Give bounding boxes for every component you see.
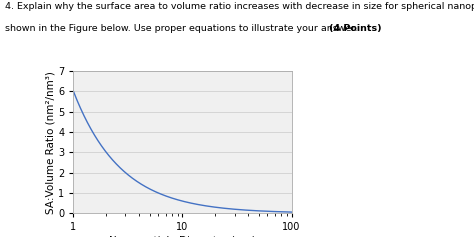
Y-axis label: SA:Volume Ratio (nm²/nm³): SA:Volume Ratio (nm²/nm³) [46, 71, 55, 214]
Text: shown in the Figure below. Use proper equations to illustrate your answer.: shown in the Figure below. Use proper eq… [5, 24, 360, 33]
Text: (4 Points): (4 Points) [329, 24, 382, 33]
Text: 4. Explain why the surface area to volume ratio increases with decrease in size : 4. Explain why the surface area to volum… [5, 2, 474, 11]
